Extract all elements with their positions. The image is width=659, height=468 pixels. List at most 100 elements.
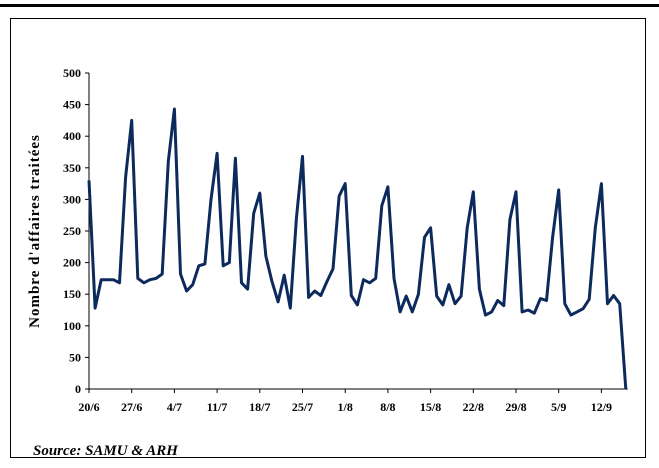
data-point (618, 302, 621, 305)
data-point (142, 281, 145, 284)
data-point (563, 302, 566, 305)
data-point (435, 295, 438, 298)
y-tick-label: 50 (69, 350, 81, 364)
data-point (185, 290, 188, 293)
data-point (203, 262, 206, 265)
y-tick-label: 300 (63, 192, 81, 206)
data-point (100, 278, 103, 281)
x-tick-label: 1/8 (338, 400, 353, 414)
data-point (478, 288, 481, 291)
data-point (490, 310, 493, 313)
data-point (136, 277, 139, 280)
y-tick-label: 450 (63, 98, 81, 112)
data-point (600, 182, 603, 185)
y-tick-label: 100 (63, 319, 81, 333)
data-point (179, 272, 182, 275)
data-point (112, 278, 115, 281)
data-point (484, 314, 487, 317)
data-point (466, 226, 469, 229)
data-point (197, 264, 200, 267)
data-point (173, 108, 176, 111)
data-point (368, 281, 371, 284)
data-point (399, 310, 402, 313)
data-point (515, 190, 518, 193)
x-ticks: 20/6 27/6 4/7 11/7 18/7 25/7 1/8 8/8 15/8 22/8 29/… (78, 389, 612, 414)
data-point (624, 388, 627, 391)
data-point (277, 300, 280, 303)
data-point (447, 283, 450, 286)
data-point (161, 272, 164, 275)
data-point (545, 299, 548, 302)
data-point (374, 277, 377, 280)
x-tick-label: 27/6 (121, 400, 142, 414)
data-point (289, 307, 292, 310)
data-point (441, 303, 444, 306)
data-point (508, 218, 511, 221)
x-tick-label: 29/8 (505, 400, 526, 414)
data-point (118, 281, 121, 284)
data-point (167, 160, 170, 163)
data-point (338, 195, 341, 198)
data-point (234, 157, 237, 160)
y-tick-label: 250 (63, 224, 81, 238)
source-note: Source: SAMU & ARH (33, 443, 178, 459)
data-point (344, 182, 347, 185)
x-tick-label: 11/7 (207, 400, 228, 414)
data-point (325, 280, 328, 283)
data-point (246, 288, 249, 291)
data-point (612, 294, 615, 297)
data-point (319, 294, 322, 297)
data-point (307, 296, 310, 299)
data-point (155, 277, 158, 280)
data-point (191, 283, 194, 286)
data-point (533, 312, 536, 315)
data-point (350, 294, 353, 297)
x-tick-label: 12/9 (591, 400, 612, 414)
data-point (557, 188, 560, 191)
data-point (130, 119, 133, 122)
data-point (527, 309, 530, 312)
data-point (332, 267, 335, 270)
data-point (539, 297, 542, 300)
x-tick-label: 8/8 (380, 400, 395, 414)
data-point (283, 274, 286, 277)
data-point (216, 152, 219, 155)
data-point (551, 236, 554, 239)
data-point (472, 190, 475, 193)
data-point (240, 281, 243, 284)
data-point (356, 303, 359, 306)
data-point (94, 307, 97, 310)
data-point (417, 293, 420, 296)
data-point (405, 295, 408, 298)
y-tick-label: 500 (63, 66, 81, 80)
x-tick-label: 15/8 (420, 400, 441, 414)
data-point (252, 212, 255, 215)
chart-frame: 0 50 100 150 200 250 300 350 400 450 500 20/6 27/6 4… (10, 18, 646, 459)
data-point (222, 264, 225, 267)
data-point (271, 280, 274, 283)
y-tick-label: 400 (63, 129, 81, 143)
x-tick-label: 20/6 (78, 400, 99, 414)
y-ticks: 0 50 100 150 200 250 300 350 400 450 500 (63, 66, 89, 396)
data-point (393, 277, 396, 280)
data-point (521, 310, 524, 313)
data-point (588, 298, 591, 301)
data-point (313, 290, 316, 293)
x-tick-label: 25/7 (292, 400, 313, 414)
data-point (423, 236, 426, 239)
data-point (594, 226, 597, 229)
data-point (228, 261, 231, 264)
data-point (258, 192, 261, 195)
top-rule (0, 4, 659, 7)
series-line (87, 107, 628, 390)
y-tick-label: 350 (63, 161, 81, 175)
data-point (460, 295, 463, 298)
data-point (496, 299, 499, 302)
data-point (106, 278, 109, 281)
data-point (88, 179, 91, 182)
data-point (124, 176, 127, 179)
x-tick-label: 18/7 (249, 400, 270, 414)
data-point (362, 278, 365, 281)
x-tick-label: 5/9 (551, 400, 566, 414)
x-tick-label: 4/7 (167, 400, 182, 414)
